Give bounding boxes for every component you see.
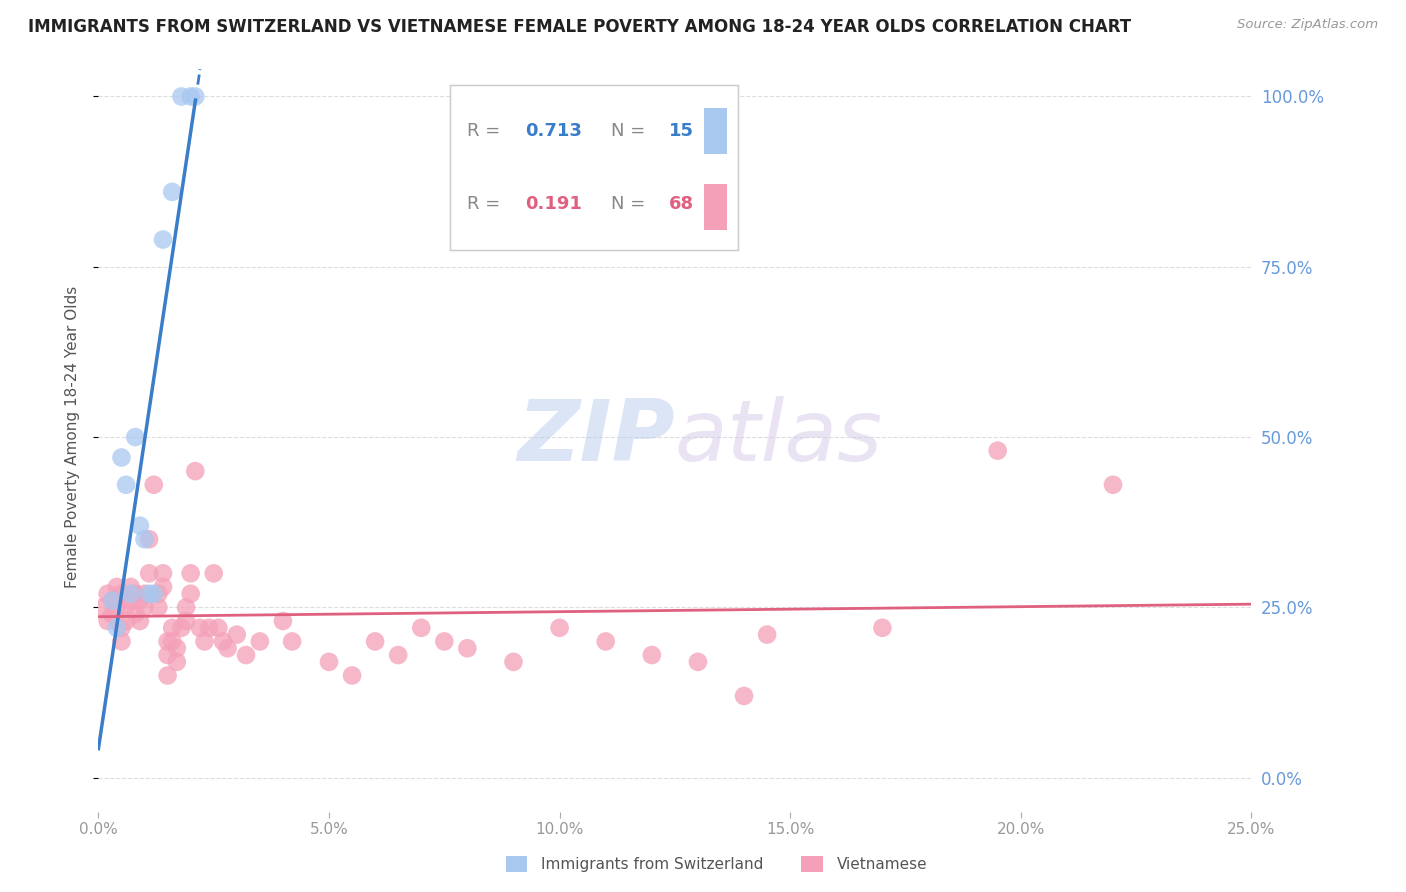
Point (148, 587, 170, 601)
Point (152, 233, 174, 247)
Point (110, 634, 132, 648)
Point (129, 593, 152, 607)
Point (124, 430, 146, 444)
Text: IMMIGRANTS FROM SWITZERLAND VS VIETNAMESE FEMALE POVERTY AMONG 18-24 YEAR OLDS C: IMMIGRANTS FROM SWITZERLAND VS VIETNAMES… (28, 18, 1132, 36)
Point (433, 634, 456, 648)
Point (115, 600, 138, 615)
Point (160, 634, 183, 648)
Point (756, 627, 779, 641)
Point (120, 587, 142, 601)
Point (160, 621, 183, 635)
Point (166, 655, 188, 669)
Point (180, 89, 202, 103)
Point (120, 580, 142, 594)
Point (180, 566, 202, 581)
Point (207, 621, 229, 635)
Point (110, 587, 132, 601)
Point (115, 477, 138, 491)
Point (318, 655, 340, 669)
Point (1102, 477, 1125, 491)
Point (105, 600, 128, 615)
Point (101, 607, 124, 622)
Point (160, 185, 183, 199)
Point (91, 600, 114, 615)
Point (202, 566, 225, 581)
Point (180, 587, 202, 601)
Point (156, 668, 179, 682)
Point (97, 614, 120, 628)
Text: atlas: atlas (675, 395, 883, 479)
Point (174, 600, 197, 615)
Point (129, 614, 152, 628)
Point (134, 600, 156, 615)
Point (174, 614, 197, 628)
Point (188, 621, 211, 635)
Point (142, 587, 165, 601)
Point (184, 464, 207, 478)
Point (387, 648, 409, 662)
Point (101, 593, 124, 607)
Point (129, 518, 152, 533)
Point (198, 621, 221, 635)
Point (138, 533, 160, 547)
Point (152, 580, 174, 594)
Point (217, 641, 239, 656)
Point (156, 648, 179, 662)
Point (152, 566, 174, 581)
Point (225, 627, 247, 641)
Point (271, 614, 294, 628)
Point (115, 614, 138, 628)
Point (101, 593, 124, 607)
Text: Source: ZipAtlas.com: Source: ZipAtlas.com (1237, 18, 1378, 31)
Text: ZIP: ZIP (517, 395, 675, 479)
Point (595, 634, 617, 648)
Point (97, 587, 120, 601)
Point (872, 621, 894, 635)
Y-axis label: Female Poverty Among 18-24 Year Olds: Female Poverty Among 18-24 Year Olds (65, 286, 80, 588)
Point (170, 621, 193, 635)
Point (120, 593, 142, 607)
Text: Vietnamese: Vietnamese (837, 857, 927, 871)
Point (733, 689, 755, 703)
Point (148, 600, 170, 615)
Text: Immigrants from Switzerland: Immigrants from Switzerland (541, 857, 763, 871)
Point (212, 634, 235, 648)
Point (105, 621, 128, 635)
Point (249, 634, 271, 648)
Point (166, 641, 188, 656)
Point (281, 634, 304, 648)
Point (134, 533, 156, 547)
Point (142, 477, 165, 491)
Point (686, 655, 709, 669)
Point (124, 607, 146, 622)
Point (138, 587, 160, 601)
Point (184, 89, 207, 103)
Point (456, 641, 478, 656)
Point (235, 648, 257, 662)
Point (170, 89, 193, 103)
Point (110, 621, 132, 635)
Point (156, 634, 179, 648)
Point (340, 668, 363, 682)
Point (105, 580, 128, 594)
Point (134, 587, 156, 601)
Point (364, 634, 387, 648)
Point (641, 648, 664, 662)
Point (193, 634, 215, 648)
Point (110, 450, 132, 465)
Point (548, 621, 571, 635)
Point (124, 587, 146, 601)
Point (411, 621, 433, 635)
Point (987, 443, 1010, 458)
Point (502, 655, 524, 669)
Point (138, 566, 160, 581)
